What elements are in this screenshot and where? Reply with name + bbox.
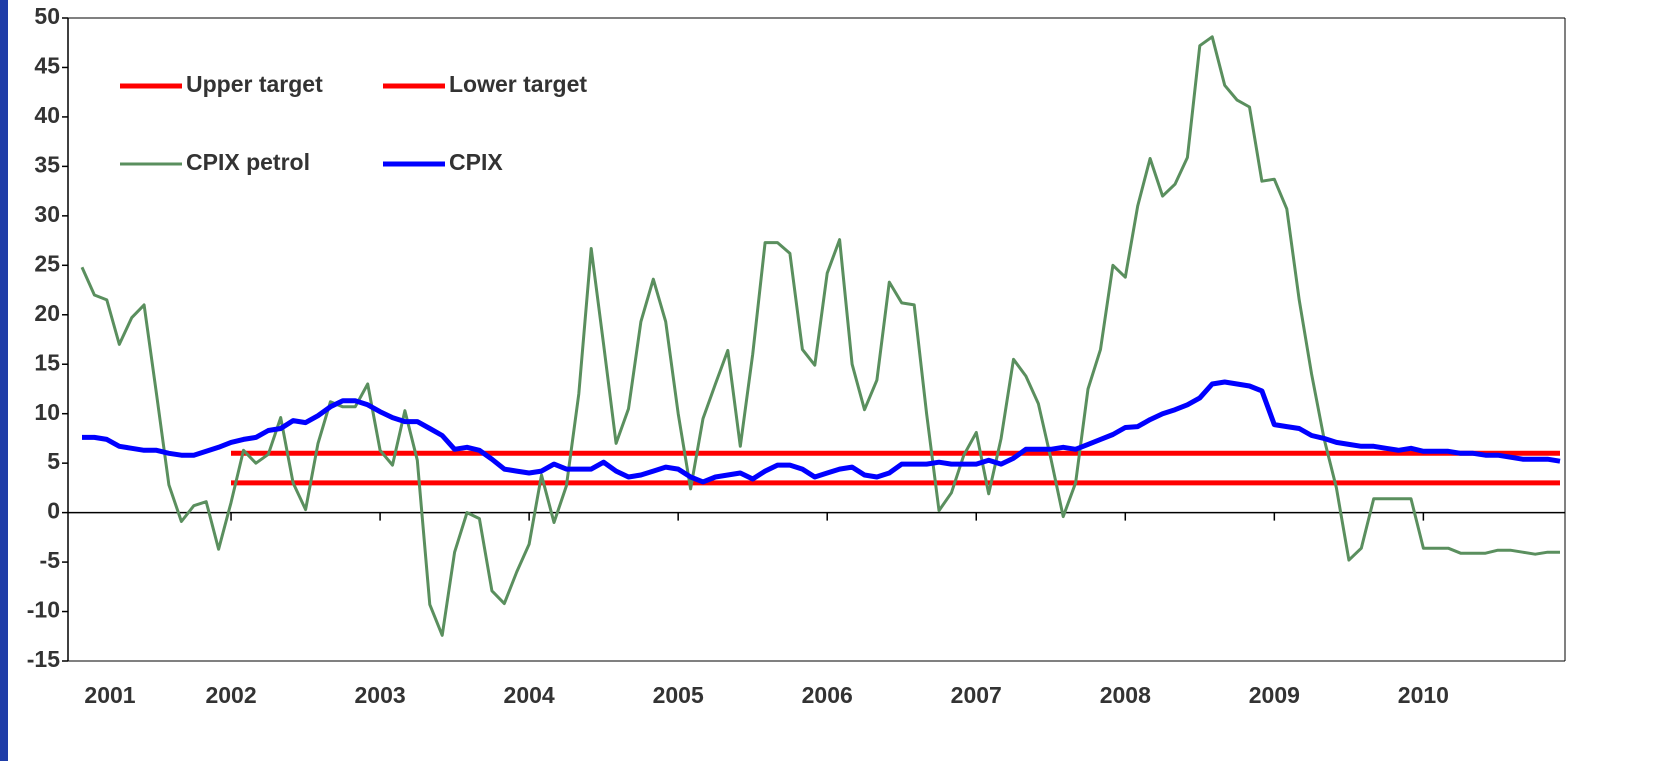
y-tick-label: 20 (34, 300, 60, 326)
legend-label: CPIX petrol (186, 149, 310, 175)
y-tick-label: -10 (27, 597, 60, 623)
y-tick-label: 25 (34, 250, 60, 276)
x-tick-label: 2002 (205, 682, 256, 708)
legend-label: Lower target (449, 71, 587, 97)
legend-label: CPIX (449, 149, 503, 175)
x-tick-label: 2010 (1398, 682, 1449, 708)
y-tick-label: 50 (34, 3, 60, 29)
x-tick-label: 2003 (354, 682, 405, 708)
x-tick-label: 2001 (84, 682, 135, 708)
x-tick-label: 2007 (951, 682, 1002, 708)
y-tick-label: 45 (34, 53, 60, 79)
series-line (82, 379, 1561, 485)
x-tick-label: 2008 (1100, 682, 1151, 708)
x-tick-label: 2004 (504, 682, 555, 708)
x-tick-label: 2009 (1249, 682, 1300, 708)
y-tick-label: -15 (27, 646, 60, 672)
legend-label: Upper target (186, 71, 323, 97)
slide-edge (0, 0, 8, 761)
series-line (80, 35, 1560, 637)
y-tick-label: 40 (34, 102, 60, 128)
x-tick-label: 2005 (653, 682, 704, 708)
y-tick-label: 0 (47, 498, 60, 524)
y-tick-label: 30 (34, 201, 60, 227)
y-tick-label: -5 (40, 547, 61, 573)
y-tick-label: 15 (34, 349, 60, 375)
y-tick-label: 10 (34, 399, 60, 425)
x-tick-label: 2006 (802, 682, 853, 708)
y-tick-label: 35 (34, 151, 60, 177)
y-tick-label: 5 (47, 448, 60, 474)
